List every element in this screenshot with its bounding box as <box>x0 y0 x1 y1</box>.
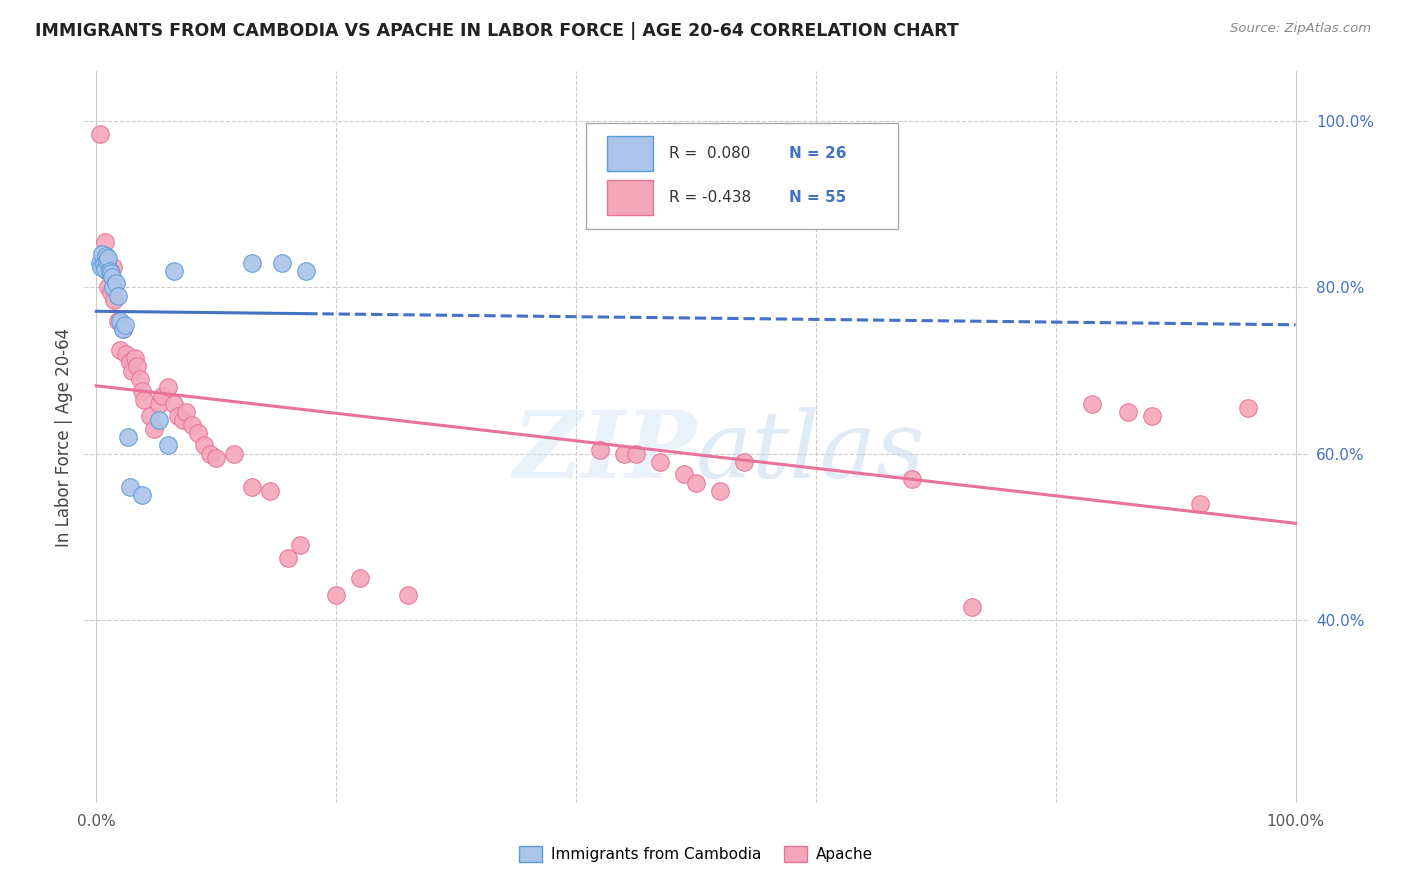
Point <box>163 397 186 411</box>
Point <box>589 442 612 457</box>
Point <box>96 253 118 268</box>
FancyBboxPatch shape <box>606 136 654 171</box>
Point <box>193 438 215 452</box>
Point <box>118 355 141 369</box>
Text: atlas: atlas <box>696 407 925 497</box>
Point <box>142 422 165 436</box>
Point <box>134 392 156 407</box>
Point <box>174 405 197 419</box>
Text: R =  0.080: R = 0.080 <box>669 146 751 161</box>
Point <box>107 289 129 303</box>
Point <box>290 538 312 552</box>
Point <box>163 264 186 278</box>
Point <box>91 247 114 261</box>
Point <box>94 249 117 263</box>
Point <box>101 270 124 285</box>
Point <box>200 447 222 461</box>
Point <box>205 450 228 465</box>
Point <box>624 447 647 461</box>
Point <box>111 322 134 336</box>
Point <box>127 359 149 374</box>
Point <box>1140 409 1163 424</box>
Point <box>240 255 263 269</box>
Point <box>100 285 122 299</box>
Point <box>98 264 121 278</box>
Point <box>128 372 150 386</box>
Point <box>104 277 127 291</box>
Point <box>139 409 162 424</box>
Point <box>240 480 263 494</box>
Point <box>295 264 318 278</box>
Point <box>148 397 170 411</box>
Point <box>110 314 132 328</box>
Point <box>150 388 173 402</box>
Point <box>271 255 294 269</box>
Point <box>103 293 125 307</box>
Point <box>124 351 146 365</box>
Point <box>93 257 115 271</box>
Point <box>960 600 983 615</box>
Point <box>117 430 139 444</box>
Point <box>1116 405 1139 419</box>
Point <box>157 438 180 452</box>
Point <box>672 467 695 482</box>
Point <box>118 480 141 494</box>
Point <box>224 447 246 461</box>
Text: Source: ZipAtlas.com: Source: ZipAtlas.com <box>1230 22 1371 36</box>
Point <box>89 255 111 269</box>
Point <box>89 127 111 141</box>
Y-axis label: In Labor Force | Age 20-64: In Labor Force | Age 20-64 <box>55 327 73 547</box>
Point <box>121 363 143 377</box>
Point <box>349 571 371 585</box>
Point <box>93 235 117 249</box>
Point <box>685 475 707 490</box>
Point <box>157 380 180 394</box>
Text: ZIP: ZIP <box>512 407 696 497</box>
Point <box>115 347 138 361</box>
Point <box>187 425 209 440</box>
Text: IMMIGRANTS FROM CAMBODIA VS APACHE IN LABOR FORCE | AGE 20-64 CORRELATION CHART: IMMIGRANTS FROM CAMBODIA VS APACHE IN LA… <box>35 22 959 40</box>
Point <box>90 260 112 274</box>
Point <box>396 588 419 602</box>
Point <box>1188 497 1211 511</box>
Point <box>172 413 194 427</box>
Point <box>110 343 132 357</box>
Point <box>259 484 281 499</box>
Point <box>325 588 347 602</box>
Point <box>101 280 124 294</box>
FancyBboxPatch shape <box>606 180 654 215</box>
Point <box>97 252 120 266</box>
Point <box>93 262 117 277</box>
Point <box>1236 401 1258 415</box>
Point <box>111 322 134 336</box>
Text: N = 26: N = 26 <box>789 146 846 161</box>
Point <box>107 314 129 328</box>
Point <box>167 409 190 424</box>
Point <box>131 384 153 399</box>
Point <box>131 488 153 502</box>
Text: R = -0.438: R = -0.438 <box>669 190 751 205</box>
Point <box>1080 397 1102 411</box>
Point <box>613 447 636 461</box>
FancyBboxPatch shape <box>586 122 898 228</box>
Legend: Immigrants from Cambodia, Apache: Immigrants from Cambodia, Apache <box>513 840 879 868</box>
Point <box>100 266 122 280</box>
Point <box>648 455 671 469</box>
Point <box>181 417 204 432</box>
Point <box>733 455 755 469</box>
Point <box>114 318 136 332</box>
Point <box>148 413 170 427</box>
Point <box>96 264 118 278</box>
Text: N = 55: N = 55 <box>789 190 846 205</box>
Point <box>97 280 120 294</box>
Point <box>709 484 731 499</box>
Point <box>901 472 924 486</box>
Point <box>101 260 124 274</box>
Point <box>277 550 299 565</box>
